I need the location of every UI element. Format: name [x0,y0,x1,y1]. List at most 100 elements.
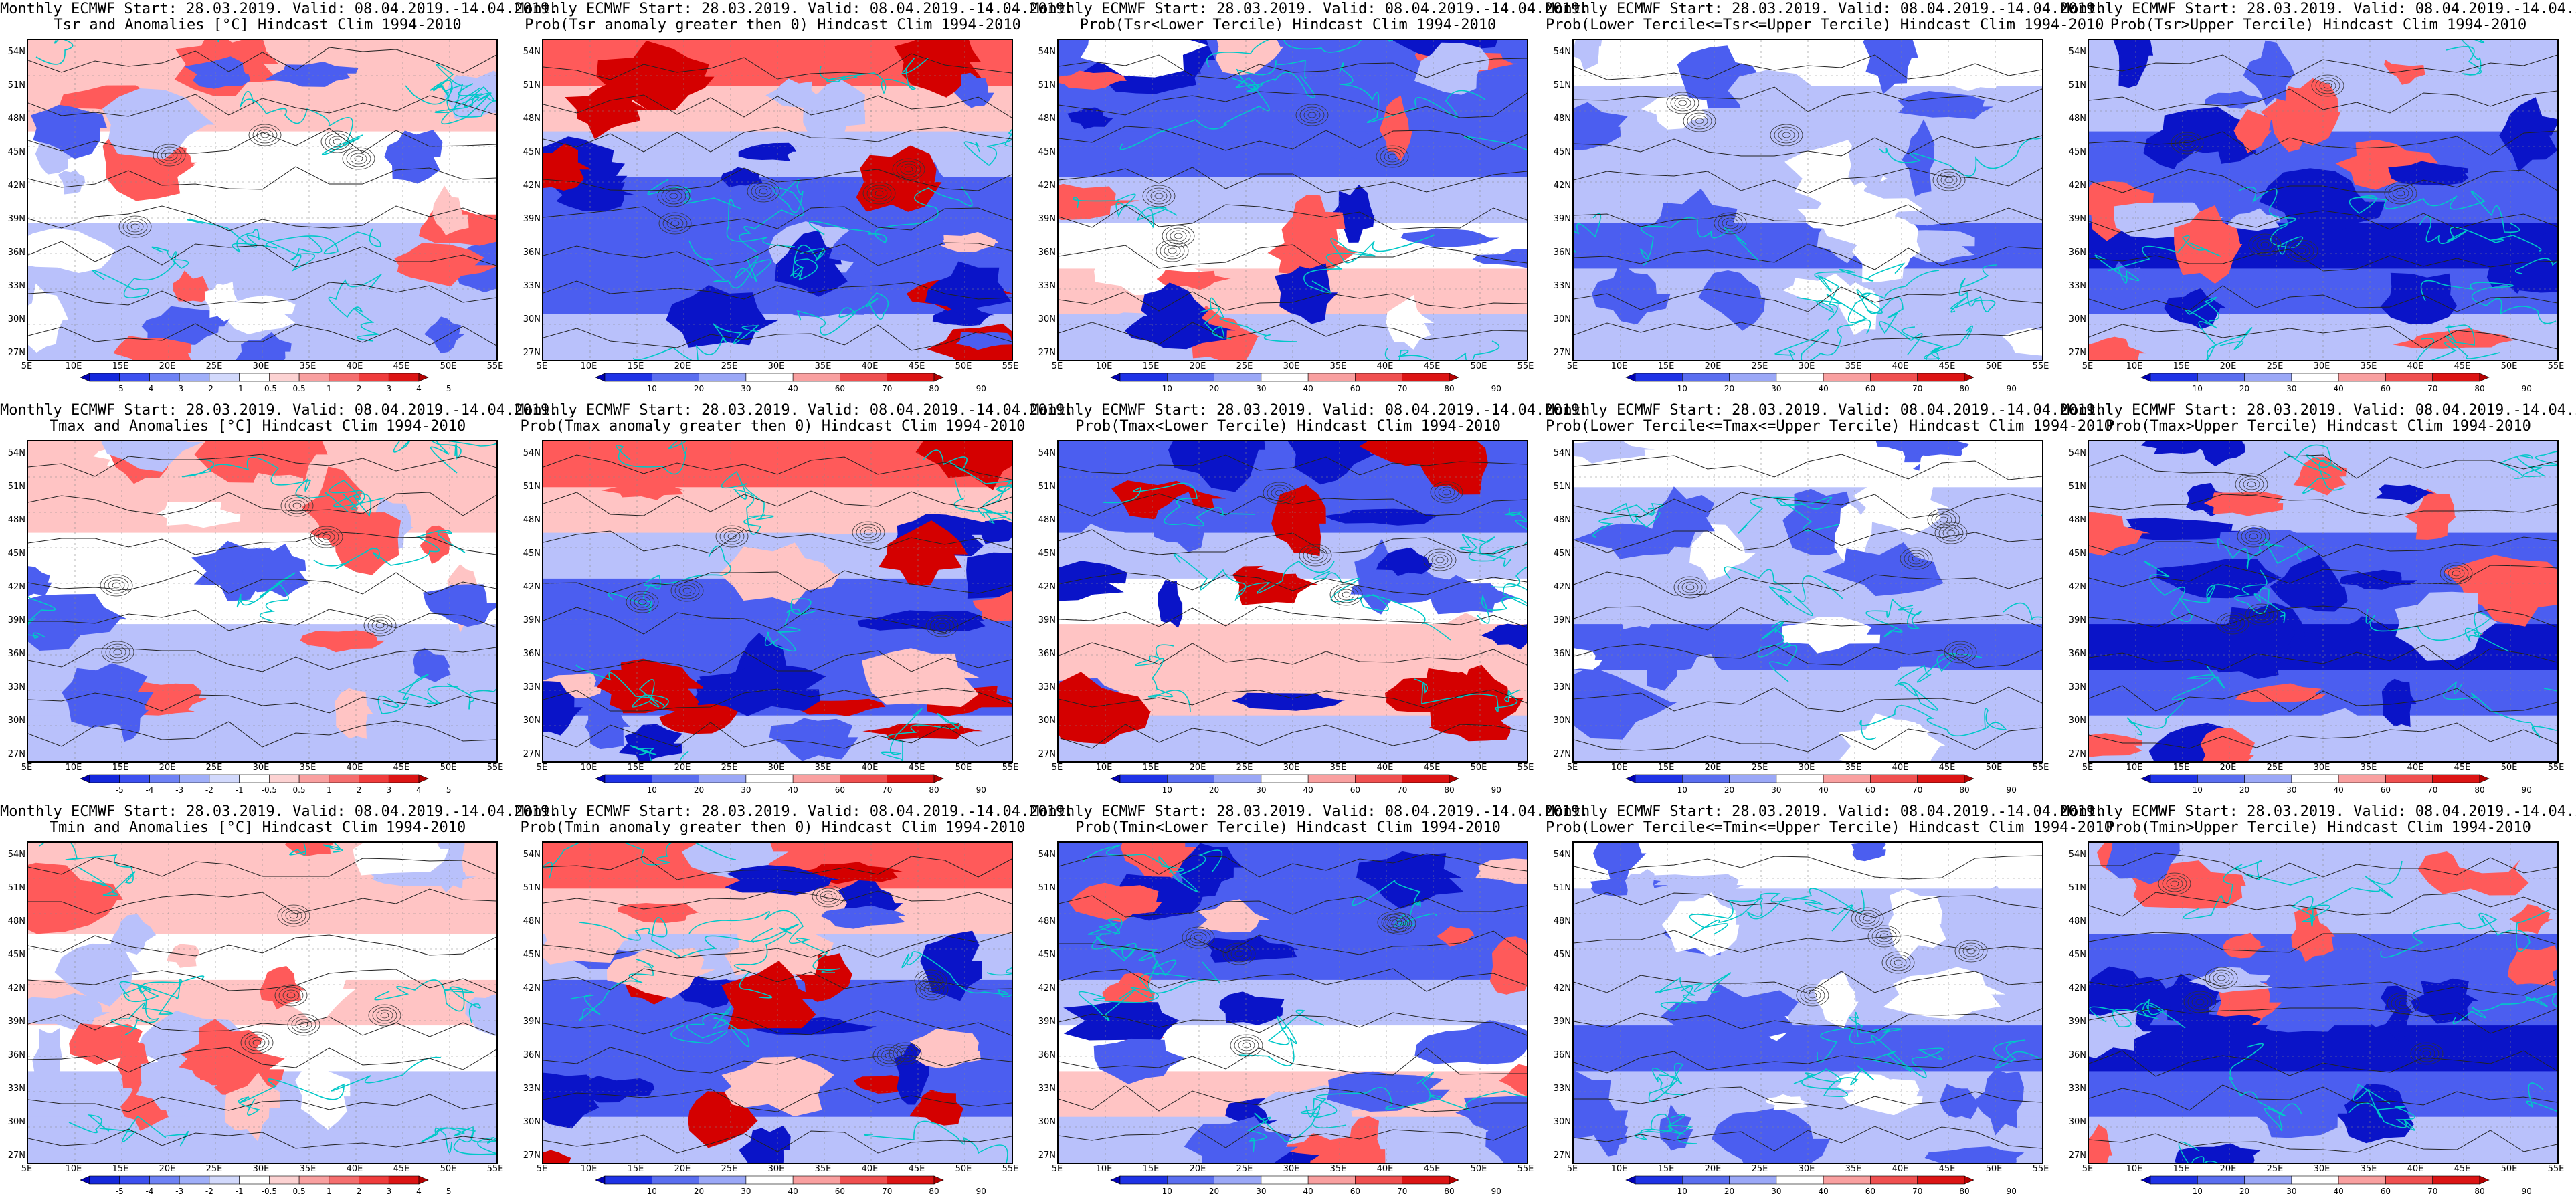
orography-contour [657,185,691,207]
field-patch [915,441,1012,490]
orography-contour [1263,482,1296,504]
field-patch [1574,40,1602,71]
colorbar-swatch [329,373,359,382]
colorbar-swatch [699,1175,747,1185]
latitude-label: 45N [7,147,25,157]
orography-contour [1427,551,1453,569]
field-patch [424,316,465,353]
isotherm-contour [1574,286,2042,312]
colorbar-label: 90 [976,384,986,393]
longitude-label: 35E [299,763,316,773]
latitude-label: 36N [7,649,25,659]
colorbar-swatch [1214,373,1262,382]
latitude-label: 51N [1038,482,1056,492]
latitude-label: 48N [7,114,25,124]
field-patch [204,282,238,322]
latitude-label: 27N [1553,348,1571,358]
longitude-label: 5E [536,763,548,773]
orography-contour [634,596,651,608]
latitude-label: 39N [523,1017,541,1027]
latitude-label: 45N [7,950,25,960]
orography-contour [112,582,121,589]
orography-contour [2391,995,2416,1012]
longitude-label: 50E [2500,1164,2518,1174]
colorbar-swatch [792,373,840,382]
latitude-label: 51N [1038,80,1056,90]
colorbar-swatch [1261,373,1309,382]
field-patch [1618,577,1654,629]
colorbar-label: 40 [1818,384,1829,393]
orography-contour [1912,555,1921,562]
field-patch [31,104,107,159]
orography-contour [2209,969,2234,987]
coastline [2094,235,2221,284]
colorbar-label: 20 [1724,384,1735,393]
orography-contour [376,1009,393,1021]
field-patch [543,920,629,965]
colorbar-label: -5 [115,785,124,795]
orography-contour [751,183,776,200]
colorbar [595,774,944,783]
colorbar-swatch [209,774,240,783]
longitude-label: 55E [1002,1164,1019,1174]
latitude-label: 51N [523,482,541,492]
longitude-label: 40E [346,1164,363,1174]
longitude-label: 55E [1517,361,1534,371]
isotherm-contour [28,1013,496,1037]
colorbar [1625,774,1974,783]
orography-contour [889,1042,922,1065]
field-patch [28,862,123,934]
latitude-label: 27N [1038,749,1056,759]
colorbar-swatch [1870,373,1918,382]
latitude-label: 36N [1553,1050,1571,1060]
orography-contour [856,524,881,541]
field-patch [300,630,385,653]
colorbar-label: 2 [356,785,362,795]
longitude-label: 55E [2547,763,2565,773]
latitude-label: 48N [2068,916,2086,926]
colorbar-label: 80 [1444,384,1455,393]
orography-contour [2440,562,2473,585]
field-patch [2153,1019,2225,1064]
latitude-label: 39N [7,214,25,224]
orography-contour [1162,225,1195,247]
orography-contour [1226,945,1252,963]
longitude-label: 10E [580,1164,597,1174]
orography-contour [1808,992,1817,999]
colorbar-swatch [2432,1175,2480,1185]
field-patch [141,306,231,345]
colorbar-label: 10 [2192,785,2203,795]
isotherm-contour [1574,686,2042,712]
longitude-label: 30E [767,763,785,773]
latitude-label: 36N [7,1050,25,1060]
field-patch [2089,1124,2112,1163]
isotherm-contour [2089,1007,2557,1034]
colorbar-label: 70 [2427,785,2438,795]
longitude-label: 45E [1423,763,1441,773]
orography-contour [926,977,935,984]
colorbar-swatch [652,774,699,783]
orography-contour [1166,227,1191,245]
longitude-label: 50E [1470,1164,1487,1174]
longitude-label: 55E [1002,361,1019,371]
colorbar-swatch [1307,1175,1356,1185]
orography-contour [1796,984,1829,1007]
colorbar-label: 20 [693,1187,705,1196]
isotherm-contour [543,94,1012,118]
orography-contour [915,978,949,1001]
latitude-label: 54N [7,448,25,458]
colorbar [2140,1175,2490,1185]
field-patch [565,80,648,140]
orography-contour [1804,989,1821,1001]
coastline [232,228,381,254]
forecast-map [542,440,1013,763]
orography-contour [1303,109,1321,121]
field-patch [1400,228,1499,247]
panel-title-line2: Prob(Tmax<Lower Tercile) Hindcast Clim 1… [1075,418,1501,435]
coastline [764,598,817,652]
field-patch [1924,1146,2025,1163]
colorbar-swatch [179,1175,210,1185]
field-patch [725,865,843,896]
field-patch [1574,648,1602,670]
isotherm-contour [543,889,1012,910]
